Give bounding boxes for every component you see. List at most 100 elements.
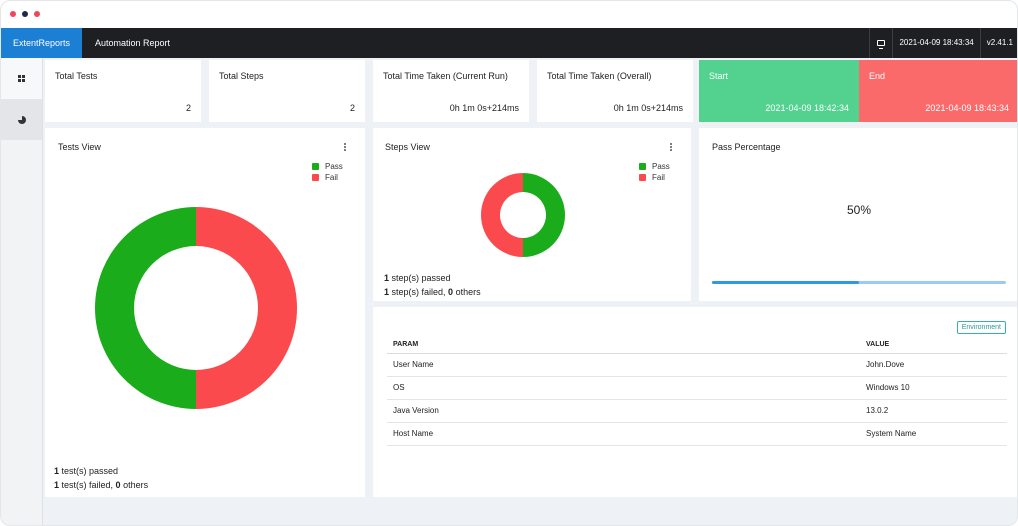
- version-label: v2.41.1: [979, 28, 1017, 58]
- tests-passed-text: test(s) passed: [59, 466, 119, 476]
- steps-passed-line: 1 step(s) passed: [384, 271, 481, 285]
- sidebar-item-charts[interactable]: [1, 99, 42, 140]
- table-row: User Name John.Dove: [387, 353, 1007, 377]
- tests-passed-line: 1 test(s) passed: [54, 464, 148, 478]
- end-time-card: End 2021-04-09 18:43:34: [859, 60, 1017, 122]
- legend-item-fail[interactable]: Fail: [312, 172, 343, 183]
- param-column-header: PARAM: [387, 336, 860, 354]
- table-row: Host Name System Name: [387, 422, 1007, 446]
- start-time-card: Start 2021-04-09 18:42:34: [699, 60, 859, 122]
- monitor-icon: [877, 40, 886, 49]
- tests-failed-text: test(s) failed,: [59, 480, 116, 490]
- tests-failed-line: 1 test(s) failed, 0 others: [54, 478, 148, 492]
- pass-percentage-title: Pass Percentage: [712, 142, 781, 152]
- window-maximize-button[interactable]: [34, 11, 40, 17]
- value-cell: John.Dove: [860, 353, 1007, 377]
- steps-others-count: 0: [448, 287, 454, 297]
- pie-chart-icon: [17, 115, 26, 124]
- dashboard-grid-icon: [18, 75, 25, 82]
- total-steps-card: Total Steps 2: [209, 60, 365, 122]
- steps-slice-fail[interactable]: [481, 173, 523, 257]
- total-steps-value: 2: [349, 103, 355, 113]
- param-cell: OS: [387, 376, 860, 400]
- table-row: OS Windows 10: [387, 376, 1007, 400]
- param-cell: User Name: [387, 353, 860, 377]
- environment-badge[interactable]: Environment: [956, 321, 1006, 334]
- steps-passed-count: 1: [384, 273, 390, 283]
- legend-label-fail: Fail: [652, 173, 665, 182]
- steps-failed-line: 1 step(s) failed, 0 others: [384, 285, 481, 299]
- value-cell: 13.0.2: [860, 399, 1007, 423]
- steps-passed-text: step(s) passed: [389, 273, 451, 283]
- report-title: Automation Report: [95, 38, 171, 48]
- steps-others-text: others: [453, 287, 481, 297]
- steps-failed-text: step(s) failed,: [389, 287, 449, 297]
- tests-others-count: 0: [115, 480, 121, 490]
- tests-view-card: Tests View Pass Fail 1 test(s) passed 1 …: [45, 128, 365, 497]
- legend-label-pass: Pass: [652, 162, 670, 171]
- tests-slice-fail[interactable]: [196, 207, 297, 409]
- tests-view-title: Tests View: [58, 142, 101, 152]
- legend-item-pass[interactable]: Pass: [639, 161, 670, 172]
- steps-donut-chart: [481, 173, 565, 257]
- tests-slice-pass[interactable]: [95, 207, 196, 409]
- display-toggle[interactable]: [869, 28, 892, 58]
- steps-view-menu-icon[interactable]: [670, 143, 672, 151]
- window-titlebar: [1, 1, 1017, 28]
- environment-table: PARAM VALUE User Name John.Dove OS Windo…: [387, 336, 1007, 446]
- time-overall-value: 0h 1m 0s+214ms: [613, 103, 683, 113]
- steps-view-card: Steps View Pass Fail 1 step(s) passed 1 …: [373, 128, 691, 301]
- fail-swatch: [312, 174, 319, 181]
- steps-view-title: Steps View: [385, 142, 430, 152]
- value-cell: Windows 10: [860, 376, 1007, 400]
- table-row: Java Version 13.0.2: [387, 399, 1007, 423]
- sidebar: [1, 58, 43, 525]
- steps-summary: 1 step(s) passed 1 step(s) failed, 0 oth…: [384, 271, 481, 299]
- time-current-value: 0h 1m 0s+214ms: [449, 103, 519, 113]
- total-tests-value: 2: [185, 103, 191, 113]
- steps-view-legend: Pass Fail: [639, 161, 670, 183]
- pass-percentage-card: Pass Percentage 50%: [699, 128, 1017, 301]
- param-cell: Host Name: [387, 422, 860, 446]
- start-value: 2021-04-09 18:42:34: [765, 103, 849, 113]
- tests-summary: 1 test(s) passed 1 test(s) failed, 0 oth…: [54, 464, 148, 492]
- top-navbar: ExtentReports Automation Report 2021-04-…: [1, 28, 1017, 58]
- time-current-card: Total Time Taken (Current Run) 0h 1m 0s+…: [373, 60, 529, 122]
- fail-swatch: [639, 174, 646, 181]
- total-tests-card: Total Tests 2: [45, 60, 201, 122]
- sidebar-item-dashboard[interactable]: [1, 58, 42, 99]
- pass-percentage-value: 50%: [846, 203, 872, 217]
- steps-slice-pass[interactable]: [523, 173, 565, 257]
- value-cell: System Name: [860, 422, 1007, 446]
- report-timestamp: 2021-04-09 18:43:34: [892, 28, 979, 58]
- brand-logo[interactable]: ExtentReports: [1, 28, 82, 58]
- end-value: 2021-04-09 18:43:34: [925, 103, 1009, 113]
- tests-passed-count: 1: [54, 466, 60, 476]
- tests-failed-count: 1: [54, 480, 60, 490]
- environment-card: Environment PARAM VALUE User Name John.D…: [373, 307, 1017, 497]
- time-current-label: Total Time Taken (Current Run): [383, 71, 508, 81]
- legend-item-fail[interactable]: Fail: [639, 172, 670, 183]
- navbar-right: 2021-04-09 18:43:34 v2.41.1: [869, 28, 1017, 58]
- pass-percentage-progress-fill: [712, 281, 859, 284]
- pass-swatch: [639, 163, 646, 170]
- total-steps-label: Total Steps: [219, 71, 264, 81]
- tests-view-legend: Pass Fail: [312, 161, 343, 183]
- pass-swatch: [312, 163, 319, 170]
- environment-table-header: PARAM VALUE: [387, 336, 1007, 354]
- legend-label-pass: Pass: [325, 162, 343, 171]
- tests-donut-chart: [95, 207, 297, 409]
- window-close-button[interactable]: [10, 11, 16, 17]
- legend-label-fail: Fail: [325, 173, 338, 182]
- steps-failed-count: 1: [384, 287, 390, 297]
- total-tests-label: Total Tests: [55, 71, 98, 81]
- window-minimize-button[interactable]: [22, 11, 28, 17]
- legend-item-pass[interactable]: Pass: [312, 161, 343, 172]
- param-cell: Java Version: [387, 399, 860, 423]
- pass-percentage-progress-bar: [712, 281, 1006, 284]
- value-column-header: VALUE: [860, 336, 1007, 354]
- end-label: End: [869, 71, 886, 81]
- tests-view-menu-icon[interactable]: [344, 143, 346, 151]
- start-label: Start: [709, 71, 729, 81]
